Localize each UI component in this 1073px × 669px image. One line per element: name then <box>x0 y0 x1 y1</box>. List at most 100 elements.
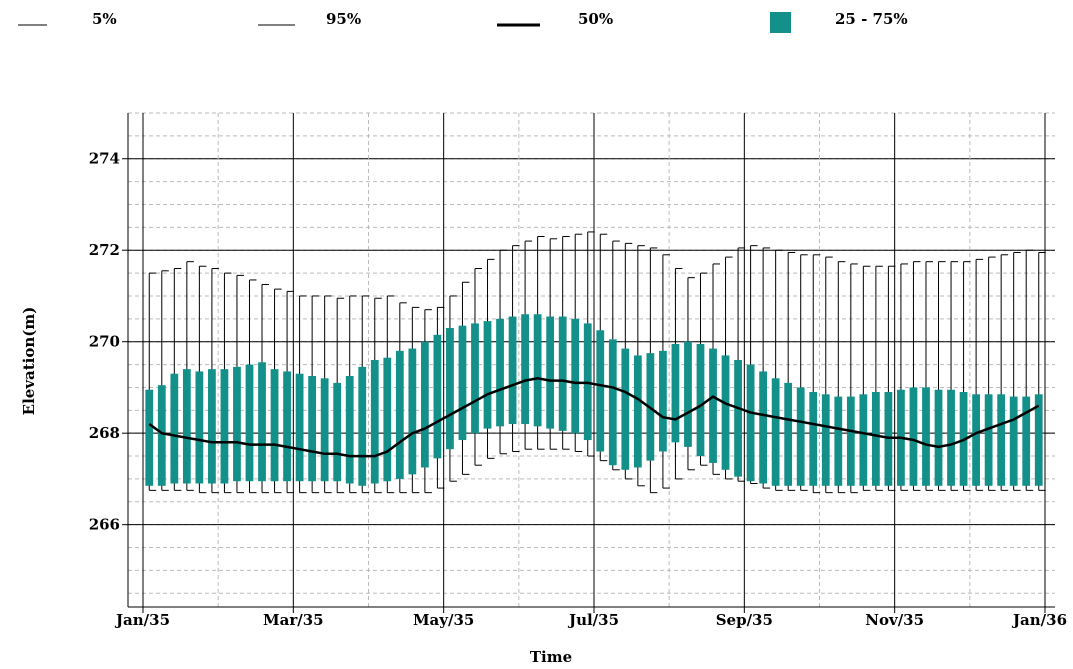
y-tick-label: 266 <box>89 516 120 534</box>
box-week <box>734 247 746 482</box>
box-week <box>909 261 921 491</box>
iqr-box <box>759 371 768 484</box>
box-week <box>258 284 270 494</box>
iqr-box <box>345 376 354 484</box>
iqr-box <box>320 378 329 482</box>
box-week <box>984 256 996 491</box>
box-week <box>483 258 495 459</box>
box-week <box>408 306 420 494</box>
legend-swatch-iqr <box>770 12 791 33</box>
iqr-box <box>220 369 229 484</box>
box-week <box>283 290 295 494</box>
iqr-box <box>821 394 830 486</box>
x-tick-label: Mar/35 <box>263 611 324 629</box>
iqr-box <box>972 394 980 486</box>
y-tick-label: 272 <box>89 241 120 259</box>
iqr-box <box>195 371 204 484</box>
iqr-box <box>746 364 755 482</box>
x-axis: Jan/35 Mar/35 May/35 Jul/35 Sep/35 Nov/35 Jan/… <box>114 607 1067 629</box>
iqr-box <box>333 382 342 482</box>
box-week <box>270 288 282 494</box>
box-week <box>746 245 758 484</box>
iqr-box <box>533 314 542 427</box>
box-week <box>558 236 570 450</box>
legend-label-95pct: 95% <box>326 10 361 28</box>
iqr-box <box>233 366 241 482</box>
box-week <box>446 295 457 482</box>
iqr-box <box>408 348 417 475</box>
iqr-box <box>633 355 642 468</box>
iqr-box <box>496 318 504 427</box>
iqr-box <box>358 366 367 486</box>
box-week <box>333 297 345 494</box>
median-line <box>148 377 1040 458</box>
iqr-box <box>546 316 555 429</box>
box-week <box>809 254 821 494</box>
boxplot-series <box>145 231 1046 494</box>
iqr-box <box>709 348 717 463</box>
box-week <box>521 240 533 450</box>
box-week <box>546 238 558 450</box>
iqr-box <box>1009 396 1018 486</box>
box-week <box>784 252 796 491</box>
y-tick-label: 268 <box>89 424 120 442</box>
iqr-box <box>771 378 780 486</box>
box-week <box>320 295 332 494</box>
box-week <box>583 231 595 457</box>
iqr-box <box>471 323 479 434</box>
box-week <box>571 233 583 452</box>
iqr-box <box>621 348 630 470</box>
iqr-box <box>834 396 843 486</box>
box-week <box>358 295 370 494</box>
iqr-box <box>558 316 567 431</box>
x-tick-label: May/35 <box>413 611 474 629</box>
box-week <box>947 261 959 491</box>
box-week <box>659 254 670 489</box>
iqr-box <box>270 369 279 482</box>
iqr-box <box>846 396 855 486</box>
iqr-box <box>608 339 617 466</box>
iqr-box <box>871 392 880 486</box>
box-week <box>934 261 946 491</box>
box-week <box>596 233 608 462</box>
box-week <box>308 295 320 494</box>
iqr-box <box>157 385 166 486</box>
box-week <box>771 249 783 491</box>
box-week <box>395 302 407 494</box>
iqr-box <box>295 373 304 482</box>
box-week <box>684 277 695 471</box>
box-week <box>859 265 871 491</box>
box-week <box>834 261 846 494</box>
iqr-box <box>571 318 580 434</box>
box-week <box>420 309 432 494</box>
iqr-box <box>659 350 667 452</box>
iqr-box <box>684 341 692 447</box>
box-week <box>533 236 545 450</box>
box-week <box>671 268 683 480</box>
box-week <box>383 295 395 494</box>
box-week <box>871 265 883 491</box>
box-week <box>1009 252 1021 491</box>
box-week <box>182 261 194 491</box>
box-week <box>721 256 733 480</box>
iqr-box <box>947 389 955 486</box>
legend-label-5pct: 5% <box>92 10 117 28</box>
x-tick-label: Jul/35 <box>567 611 619 629</box>
iqr-box <box>721 355 730 470</box>
box-week <box>295 295 307 494</box>
box-week <box>1034 252 1046 491</box>
iqr-box <box>508 316 517 425</box>
y-axis-title: Elevation(m) <box>20 307 38 416</box>
box-week <box>508 245 520 452</box>
box-week <box>208 268 219 494</box>
box-week <box>621 242 633 480</box>
box-week <box>922 261 933 491</box>
iqr-box <box>433 334 442 459</box>
x-tick-label: Jan/36 <box>1011 611 1067 629</box>
iqr-box <box>182 369 191 484</box>
y-axis: 266 268 270 272 274 <box>89 150 128 534</box>
x-tick-label: Nov/35 <box>865 611 924 629</box>
x-tick-label: Sep/35 <box>716 611 773 629</box>
box-week <box>433 306 445 489</box>
box-week <box>997 254 1009 491</box>
